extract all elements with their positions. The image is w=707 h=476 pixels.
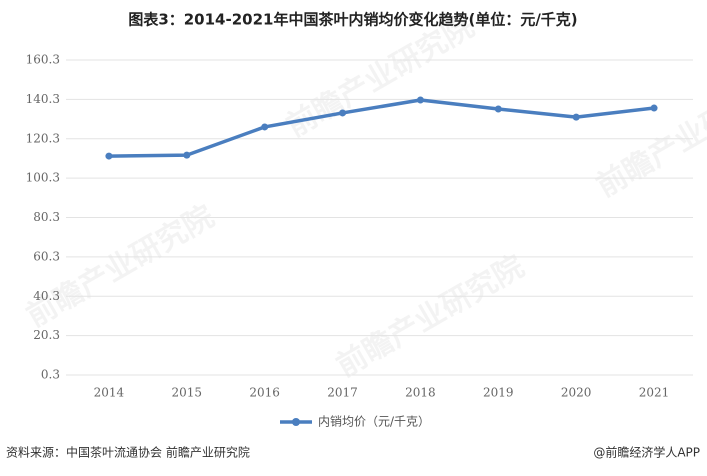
legend-marker xyxy=(292,418,300,426)
data-point xyxy=(494,105,502,113)
legend-label: 内销均价（元/千克） xyxy=(318,415,430,429)
x-tick-label: 2019 xyxy=(483,386,514,400)
chart-title: 图表3：2014-2021年中国茶叶内销均价变化趋势(单位：元/千克) xyxy=(128,11,577,29)
data-line xyxy=(108,98,655,158)
credit: @前瞻经济学人APP xyxy=(593,445,700,460)
data-point xyxy=(261,123,269,131)
data-point xyxy=(183,151,191,159)
x-tick-label: 2017 xyxy=(327,386,358,400)
data-point xyxy=(339,109,347,117)
y-tick-label: 80.3 xyxy=(33,210,60,224)
y-tick-label: 120.3 xyxy=(26,131,60,145)
y-tick-label: 20.3 xyxy=(33,328,60,342)
watermark: 前瞻产业研究院 xyxy=(331,249,530,384)
x-tick-label: 2021 xyxy=(639,386,670,400)
watermark: 前瞻产业研究院 xyxy=(591,69,707,204)
x-tick-label: 2014 xyxy=(94,386,125,400)
y-tick-label: 100.3 xyxy=(26,171,60,185)
y-tick-label: 60.3 xyxy=(33,249,60,263)
x-tick-label: 2016 xyxy=(249,386,280,400)
data-point xyxy=(650,104,658,112)
x-tick-label: 2020 xyxy=(561,386,592,400)
x-tick-label: 2015 xyxy=(172,386,203,400)
x-tick-label: 2018 xyxy=(405,386,436,400)
source: 资料来源：中国茶叶流通协会 前瞻产业研究院 xyxy=(6,445,250,460)
data-point xyxy=(416,96,424,104)
y-tick-label: 140.3 xyxy=(26,92,60,106)
data-point xyxy=(572,113,580,121)
watermark: 前瞻产业研究院 xyxy=(281,9,480,144)
y-tick-label: 0.3 xyxy=(41,368,60,382)
y-tick-label: 160.3 xyxy=(26,53,60,67)
y-tick-label: 40.3 xyxy=(33,289,60,303)
data-point xyxy=(105,152,113,160)
